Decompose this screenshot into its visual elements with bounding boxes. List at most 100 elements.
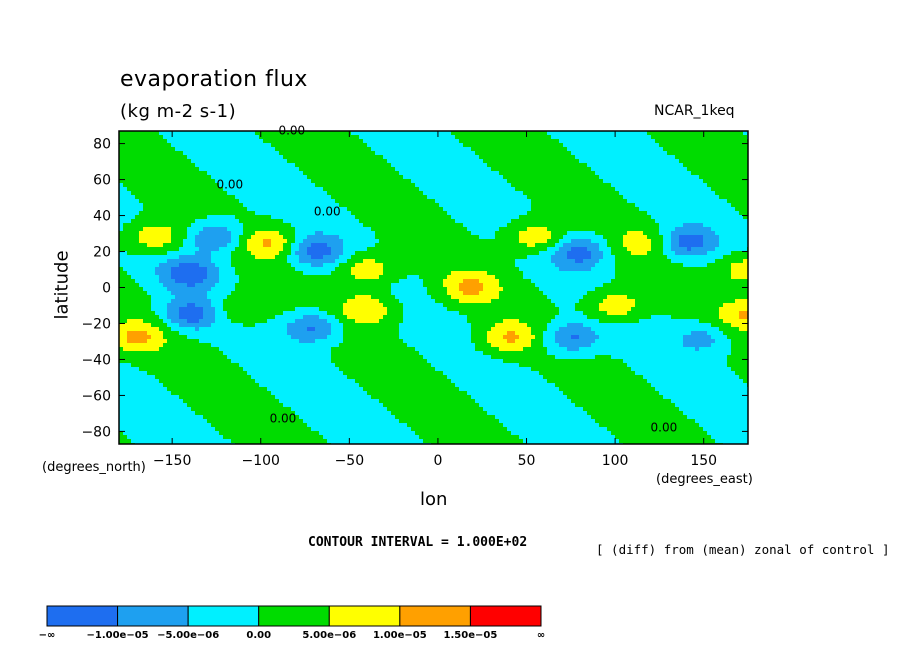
field-cell	[603, 131, 608, 136]
field-cell	[259, 171, 264, 176]
field-cell	[531, 163, 536, 168]
field-cell	[431, 183, 436, 188]
field-cell	[391, 231, 396, 236]
field-cell	[455, 251, 460, 256]
field-cell	[667, 239, 672, 244]
field-cell	[263, 143, 268, 148]
field-cell	[151, 175, 156, 180]
field-cell	[723, 251, 728, 256]
field-cell	[143, 155, 148, 160]
field-cell	[491, 179, 496, 184]
field-cell	[383, 251, 388, 256]
field-cell	[451, 243, 456, 248]
field-cell	[491, 199, 496, 204]
field-cell	[439, 163, 444, 168]
field-cell	[379, 211, 384, 216]
field-cell	[467, 139, 472, 144]
field-cell	[343, 219, 348, 224]
field-cell	[719, 251, 724, 256]
field-cell	[695, 239, 700, 244]
field-cell	[603, 199, 608, 204]
field-cell	[619, 139, 624, 144]
field-cell	[691, 231, 696, 236]
field-cell	[563, 219, 568, 224]
field-cell	[223, 159, 228, 164]
field-cell	[431, 203, 436, 208]
field-cell	[487, 243, 492, 248]
field-cell	[287, 223, 292, 228]
field-cell	[399, 247, 404, 252]
field-cell	[347, 215, 352, 220]
field-cell	[267, 207, 272, 212]
field-cell	[591, 139, 596, 144]
field-cell	[519, 147, 524, 152]
field-cell	[671, 131, 676, 136]
field-cell	[731, 191, 736, 196]
field-cell	[207, 135, 212, 140]
field-cell	[251, 251, 256, 256]
field-cell	[659, 171, 664, 176]
field-cell	[503, 159, 508, 164]
field-cell	[639, 135, 644, 140]
field-cell	[727, 203, 732, 208]
field-cell	[539, 143, 544, 148]
field-cell	[479, 183, 484, 188]
field-cell	[627, 179, 632, 184]
field-cell	[523, 175, 528, 180]
field-cell	[395, 203, 400, 208]
field-cell	[531, 187, 536, 192]
field-cell	[195, 187, 200, 192]
field-cell	[491, 135, 496, 140]
field-cell	[339, 215, 344, 220]
field-cell	[227, 135, 232, 140]
field-cell	[367, 151, 372, 156]
field-cell	[243, 171, 248, 176]
field-cell	[639, 215, 644, 220]
field-cell	[539, 207, 544, 212]
field-cell	[283, 163, 288, 168]
field-cell	[451, 255, 456, 260]
field-cell	[179, 183, 184, 188]
field-cell	[203, 255, 208, 260]
field-cell	[631, 163, 636, 168]
field-cell	[479, 255, 484, 260]
field-cell	[499, 175, 504, 180]
field-cell	[347, 183, 352, 188]
field-cell	[355, 155, 360, 160]
field-cell	[263, 215, 268, 220]
field-cell	[531, 175, 536, 180]
field-cell	[119, 191, 124, 196]
field-cell	[435, 143, 440, 148]
field-cell	[571, 131, 576, 136]
field-cell	[263, 139, 268, 144]
field-cell	[419, 135, 424, 140]
field-cell	[131, 143, 136, 148]
field-cell	[271, 163, 276, 168]
field-cell	[587, 163, 592, 168]
field-cell	[223, 131, 228, 136]
field-cell	[539, 163, 544, 168]
field-cell	[471, 199, 476, 204]
field-cell	[663, 179, 668, 184]
field-cell	[499, 135, 504, 140]
field-cell	[627, 171, 632, 176]
field-cell	[171, 223, 176, 228]
field-cell	[555, 243, 560, 248]
field-cell	[711, 211, 716, 216]
field-cell	[127, 131, 132, 136]
field-cell	[367, 147, 372, 152]
field-cell	[375, 199, 380, 204]
field-cell	[255, 163, 260, 168]
field-cell	[455, 255, 460, 260]
field-cell	[443, 255, 448, 260]
field-cell	[431, 227, 436, 232]
field-cell	[387, 159, 392, 164]
field-cell	[199, 219, 204, 224]
field-cell	[383, 131, 388, 136]
field-cell	[531, 243, 536, 248]
field-cell	[719, 227, 724, 232]
field-cell	[263, 219, 268, 224]
field-cell	[427, 215, 432, 220]
field-cell	[271, 167, 276, 172]
field-cell	[539, 239, 544, 244]
